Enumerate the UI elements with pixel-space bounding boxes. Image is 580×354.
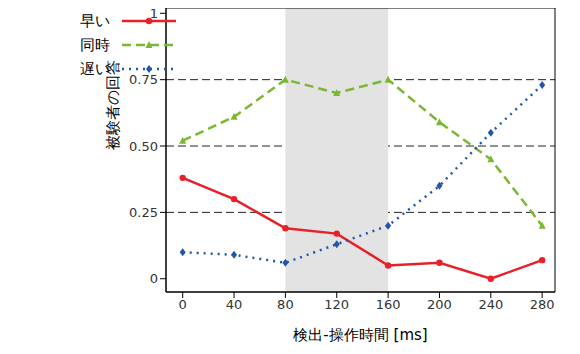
svg-text:被験者の回答: 被験者の回答 — [104, 60, 122, 150]
svg-text:80: 80 — [277, 297, 294, 312]
svg-text:240: 240 — [478, 297, 503, 312]
svg-text:200: 200 — [427, 297, 452, 312]
svg-text:0.25: 0.25 — [129, 205, 158, 220]
svg-text:1: 1 — [150, 8, 158, 21]
svg-text:280: 280 — [530, 297, 555, 312]
svg-text:0.50: 0.50 — [129, 139, 158, 154]
svg-text:0: 0 — [179, 297, 187, 312]
svg-text:160: 160 — [376, 297, 401, 312]
svg-text:40: 40 — [226, 297, 243, 312]
svg-text:120: 120 — [324, 297, 349, 312]
html-text:同時: 同時 — [80, 35, 110, 54]
svg-text:0.75: 0.75 — [129, 72, 158, 87]
svg-text:検出-操作時間 [ms]: 検出-操作時間 [ms] — [293, 326, 427, 344]
html-text:早い: 早い — [80, 11, 110, 30]
html-text:遅い: 遅い — [80, 59, 110, 78]
svg-text:0: 0 — [150, 271, 158, 286]
